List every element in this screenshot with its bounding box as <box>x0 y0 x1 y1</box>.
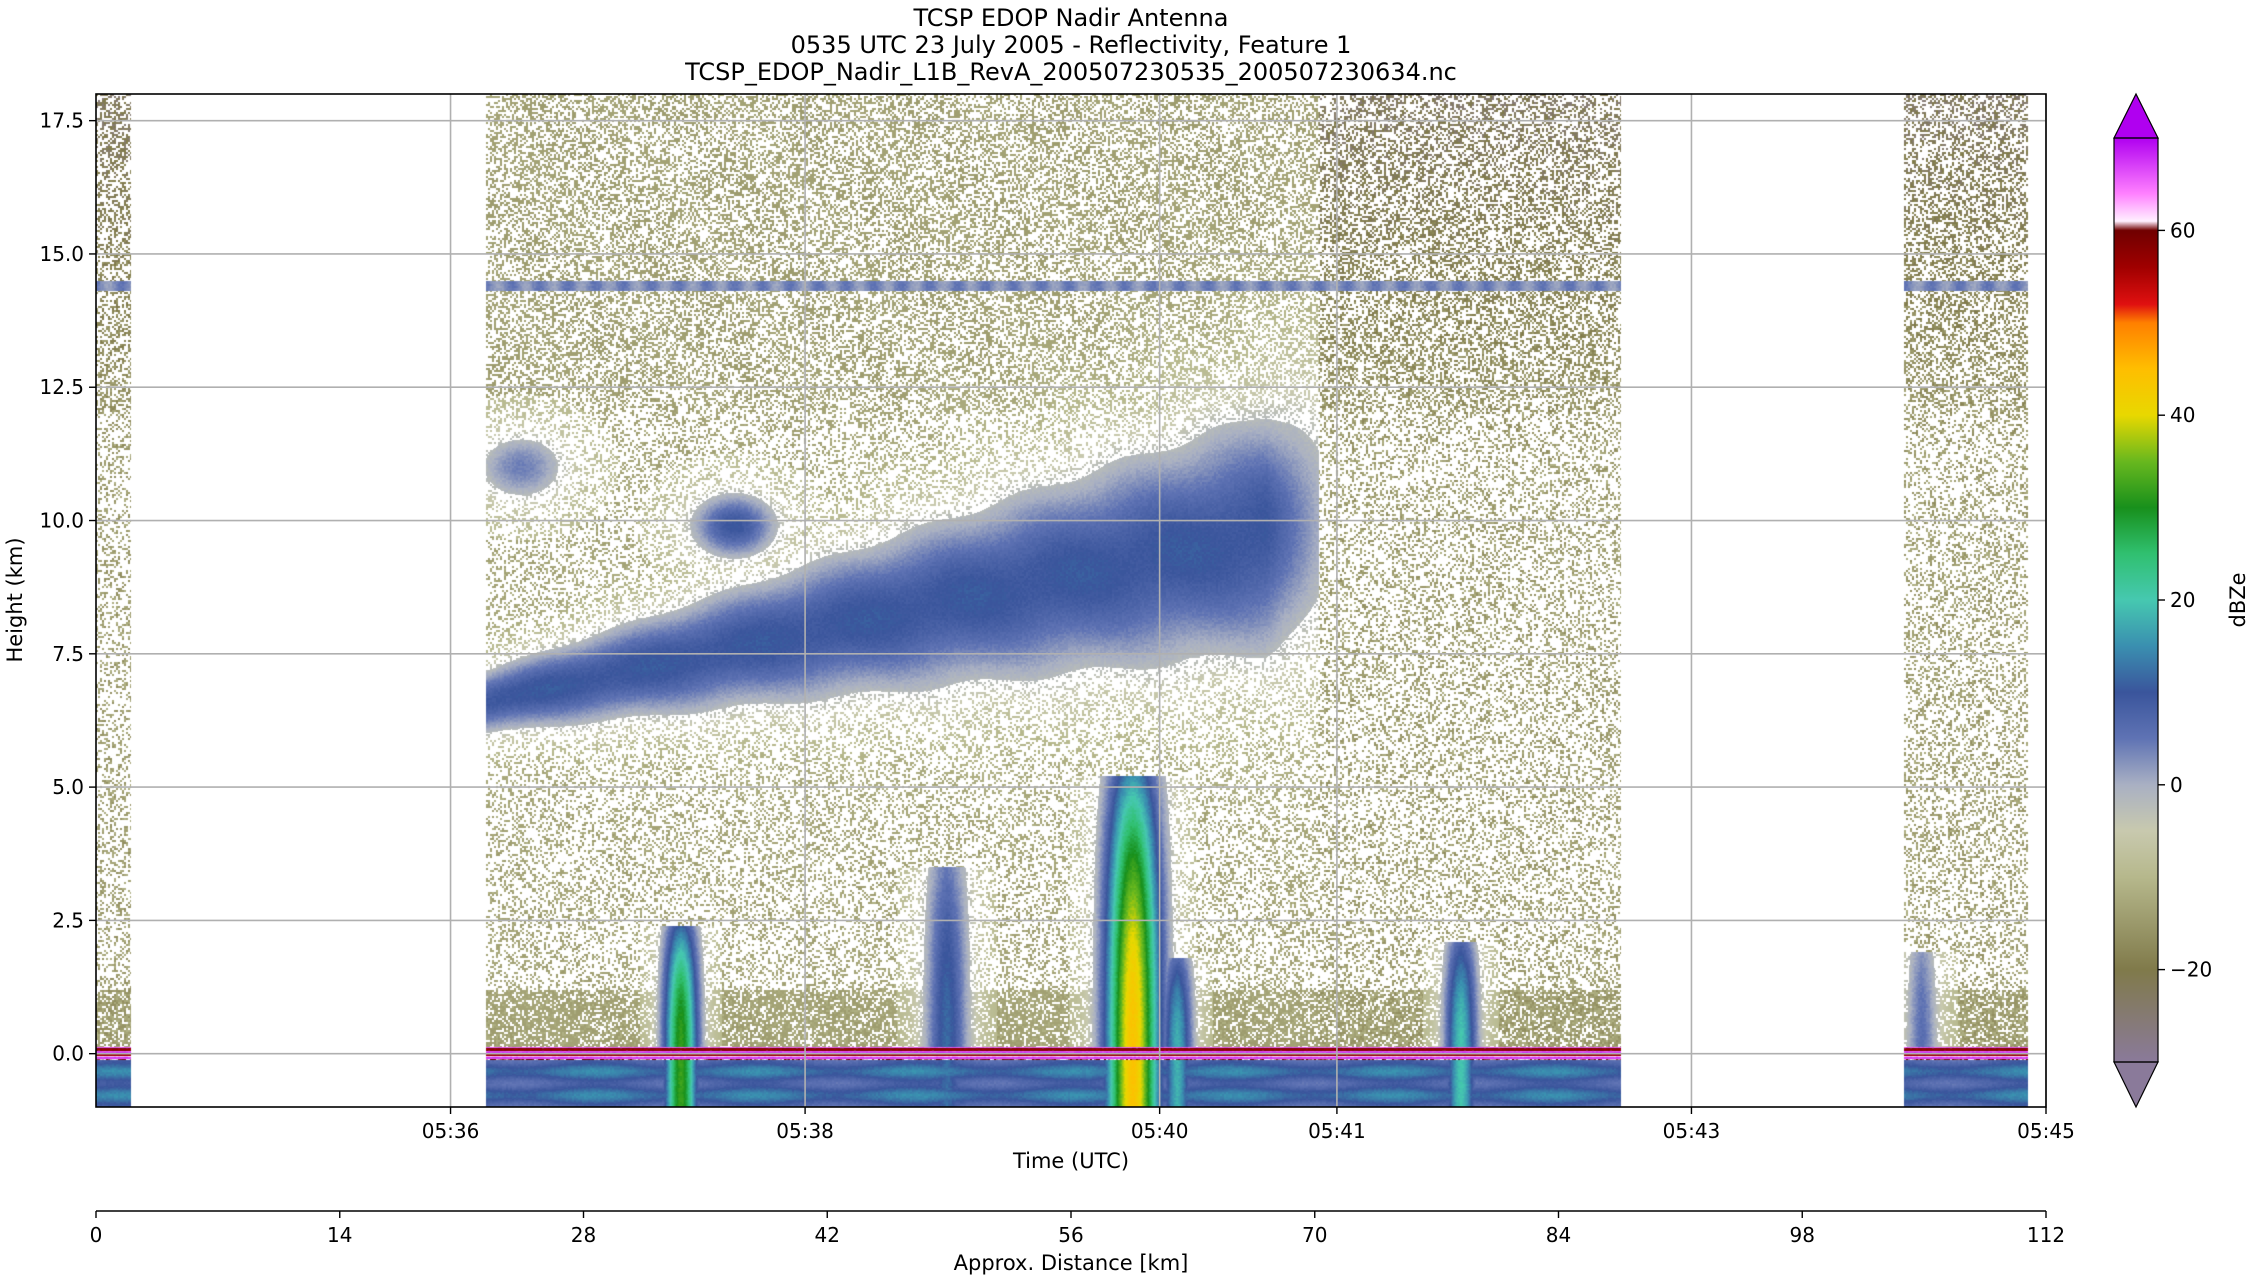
y-tick-label: 12.5 <box>39 375 84 399</box>
x-tick-label: 05:41 <box>1308 1119 1366 1143</box>
y-tick-label: 5.0 <box>52 775 84 799</box>
colorbar-extend-max <box>2113 92 2159 139</box>
x-tick-label: 05:36 <box>422 1119 480 1143</box>
y-tick-label: 10.0 <box>39 509 84 533</box>
distance-tick-label: 70 <box>1302 1223 1327 1247</box>
x-tick-label: 05:38 <box>776 1119 834 1143</box>
x-axis-ticks: 05:36 05:38 05:40 05:41 05:43 05:45 <box>422 1107 2075 1143</box>
grid-lines <box>96 94 2047 1107</box>
title-line-2: 0535 UTC 23 July 2005 - Reflectivity, Fe… <box>791 31 1352 59</box>
x-tick-label: 05:43 <box>1663 1119 1721 1143</box>
distance-tick-label: 28 <box>571 1223 596 1247</box>
x-axis-label: Time (UTC) <box>1012 1149 1129 1173</box>
colorbar: −20 0 20 40 60 <box>2113 92 2212 1109</box>
y-axis-label: Height (km) <box>3 537 27 662</box>
plot-frame <box>95 93 2047 1108</box>
distance-tick-label: 98 <box>1790 1223 1815 1247</box>
colorbar-tick-label: 20 <box>2170 588 2195 612</box>
x-tick-label: 05:45 <box>2017 1119 2075 1143</box>
plot-area: 0.02.55.07.510.012.515.017.5 05:36 05:38 0… <box>39 93 2075 1143</box>
title-line-3: TCSP_EDOP_Nadir_L1B_RevA_200507230535_20… <box>684 58 1457 86</box>
colorbar-tick-label: 60 <box>2170 218 2195 242</box>
distance-tick-label: 56 <box>1058 1223 1083 1247</box>
y-tick-label: 7.5 <box>52 642 84 666</box>
y-tick-label: 15.0 <box>39 242 84 266</box>
distance-tick-label: 42 <box>815 1223 840 1247</box>
colorbar-extend-min <box>2113 1061 2159 1109</box>
distance-tick-label: 84 <box>1546 1223 1571 1247</box>
y-tick-label: 2.5 <box>52 908 84 932</box>
reflectivity-image <box>96 94 2046 1107</box>
distance-axis: 0 14 28 42 56 70 84 98 112 <box>90 1210 2065 1247</box>
colorbar-tick-label: −20 <box>2170 958 2212 982</box>
x-tick-label: 05:40 <box>1131 1119 1189 1143</box>
title-line-1: TCSP EDOP Nadir Antenna <box>913 4 1229 32</box>
y-tick-label: 17.5 <box>39 109 84 133</box>
colorbar-tick-label: 40 <box>2170 403 2195 427</box>
colorbar-ticks: −20 0 20 40 60 <box>2158 218 2212 982</box>
reflectivity-field <box>96 94 2046 1107</box>
colorbar-gradient <box>2114 138 2158 1062</box>
y-tick-label: 0.0 <box>52 1042 84 1066</box>
y-axis-ticks: 0.0 2.5 5.0 7.5 10.0 12.5 15.0 17.5 <box>39 109 96 1066</box>
distance-tick-label: 112 <box>2027 1223 2065 1247</box>
distance-axis-label: Approx. Distance [km] <box>954 1251 1189 1275</box>
distance-tick-label: 14 <box>327 1223 352 1247</box>
distance-tick-label: 0 <box>90 1223 103 1247</box>
colorbar-tick-label: 0 <box>2170 773 2183 797</box>
colorbar-label: dBZe <box>2226 572 2250 627</box>
chart-title: TCSP EDOP Nadir Antenna 0535 UTC 23 July… <box>684 4 1457 86</box>
